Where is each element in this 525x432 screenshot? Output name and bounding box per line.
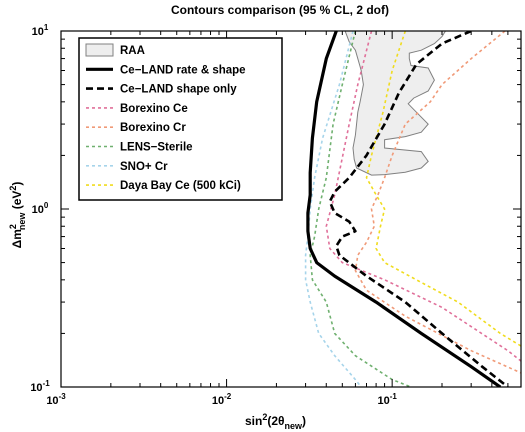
legend-label-3: Borexino Cr: [120, 122, 186, 134]
series-line-6: [365, 31, 521, 347]
x-tick-base: 10: [46, 395, 58, 407]
raa-region: [344, 31, 447, 176]
y-tick-label: 101: [32, 23, 49, 38]
x-tick-exp: -3: [59, 392, 67, 401]
x-tick-label: 10-1: [377, 392, 397, 407]
x-tick-label: 10-2: [212, 392, 232, 407]
x-tick-base: 10: [212, 395, 224, 407]
legend-label-4: LENS−Sterile: [120, 142, 193, 154]
x-tick-base: 10: [377, 395, 389, 407]
series-line-1: [328, 31, 509, 387]
series-line-4: [309, 31, 412, 387]
x-tick-label: 10-3: [46, 392, 66, 407]
y-tick-base: 10: [30, 382, 42, 394]
x-tick-exp: -1: [390, 392, 398, 401]
legend-label-raa: RAA: [120, 45, 145, 57]
legend-label-0: Ce−LAND rate & shape: [120, 64, 246, 76]
legend-label-5: SNO+ Cr: [120, 161, 168, 173]
chart-title: Contours comparison (95 % CL, 2 dof): [171, 3, 389, 17]
y-tick-base: 10: [32, 26, 44, 38]
series-line-3: [354, 31, 521, 374]
legend-label-1: Ce−LAND shape only: [120, 84, 237, 96]
series-line-2: [325, 31, 521, 362]
y-tick-exp: -1: [43, 379, 51, 388]
y-tick-label: 100: [32, 201, 49, 216]
y-tick-exp: 0: [44, 201, 49, 210]
series-line-0: [306, 31, 502, 387]
y-tick-label: 10-1: [30, 379, 50, 394]
legend-label-6: Daya Bay Ce (500 kCi): [120, 180, 241, 192]
legend-label-2: Borexino Ce: [120, 103, 188, 115]
x-axis-label: sin2(2θnew): [245, 412, 306, 431]
y-tick-exp: 1: [44, 23, 49, 32]
legend: RAA Ce−LAND rate & shape Ce−LAND shape onl…: [78, 37, 283, 201]
x-tick-exp: -2: [224, 392, 232, 401]
legend-swatch-raa: [85, 43, 114, 57]
legend-box: [78, 37, 283, 201]
y-tick-base: 10: [32, 204, 44, 216]
y-axis-label: Δm2new (eV2): [8, 182, 27, 249]
series-line-5: [304, 31, 362, 387]
